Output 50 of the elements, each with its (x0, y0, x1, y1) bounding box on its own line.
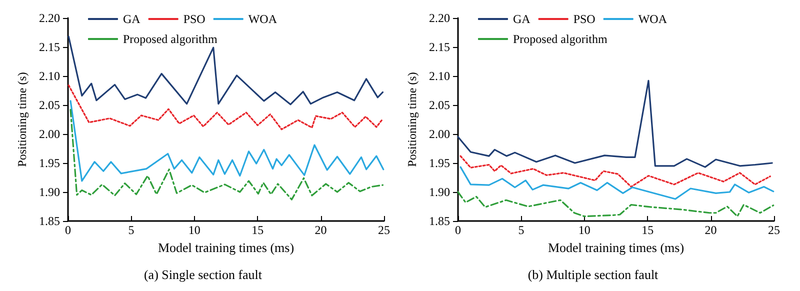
legend-label: WOA (638, 12, 668, 26)
x-tick-label: 10 (578, 223, 590, 237)
y-axis-title: Positioning time (s) (405, 72, 419, 167)
legend-label: Proposed algorithm (513, 32, 608, 46)
y-tick-label: 2.00 (39, 127, 60, 141)
y-tick-label: 2.15 (429, 40, 450, 54)
y-tick-label: 2.10 (429, 69, 450, 83)
legend-label: WOA (248, 12, 278, 26)
y-tick-label: 2.05 (429, 98, 450, 112)
x-tick-label: 0 (65, 223, 71, 237)
y-tick-label: 1.95 (429, 156, 450, 170)
x-tick-label: 5 (128, 223, 134, 237)
x-tick-label: 20 (314, 223, 327, 237)
legend-label: Proposed algorithm (123, 32, 218, 46)
line-series (70, 108, 384, 200)
x-tick-label: 0 (455, 223, 461, 237)
x-axis-title: Model training times (ms) (548, 240, 684, 255)
line-series (460, 155, 772, 188)
y-tick-label: 2.10 (39, 69, 60, 83)
y-tick-label: 2.00 (429, 127, 450, 141)
legend-label: GA (123, 12, 141, 26)
legend-label: GA (513, 12, 531, 26)
x-tick-label: 25 (768, 223, 780, 237)
text: (b) Multiple section fault (528, 267, 659, 282)
x-tick-label: 20 (704, 223, 717, 237)
y-tick-label: 1.85 (39, 214, 60, 228)
y-tick-label: 1.90 (429, 185, 450, 199)
y-tick-label: 2.20 (39, 11, 60, 25)
line-series (460, 166, 774, 200)
x-tick-label: 10 (188, 223, 200, 237)
x-tick-label: 15 (642, 223, 654, 237)
legend-label: PSO (573, 12, 596, 26)
x-tick-label: 25 (378, 223, 390, 237)
line-series (70, 100, 384, 182)
y-tick-label: 2.15 (39, 40, 60, 54)
legend-label: PSO (183, 12, 206, 26)
line-series (68, 36, 384, 106)
y-tick-label: 2.20 (429, 11, 450, 25)
y-tick-label: 2.05 (39, 98, 60, 112)
text: (a) Single section fault (144, 267, 262, 282)
line-series (457, 80, 773, 168)
x-axis-title: Model training times (ms) (158, 240, 294, 255)
y-tick-label: 1.95 (39, 156, 60, 170)
y-tick-label: 1.85 (429, 214, 450, 228)
y-axis-title: Positioning time (s) (15, 72, 29, 167)
x-tick-label: 15 (252, 223, 264, 237)
line-series (457, 191, 774, 218)
x-tick-label: 5 (518, 223, 524, 237)
line-series (68, 84, 384, 130)
y-tick-label: 1.90 (39, 185, 60, 199)
